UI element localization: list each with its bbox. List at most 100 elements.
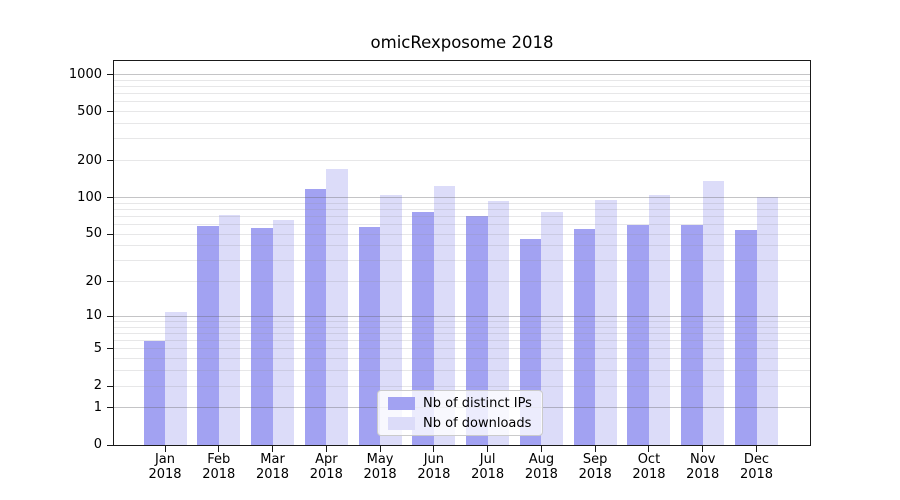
x-label-year: 2018 bbox=[686, 467, 720, 482]
bar-distinct-ips-jan bbox=[143, 340, 165, 445]
bar-downloads-nov bbox=[702, 181, 725, 445]
x-label-month: May bbox=[366, 452, 394, 467]
x-label-year: 2018 bbox=[363, 467, 397, 482]
gridline-300 bbox=[114, 138, 810, 140]
x-tick-aug bbox=[540, 446, 542, 452]
x-label-month: Sep bbox=[582, 452, 608, 467]
gridline-10 bbox=[114, 315, 810, 317]
x-label-year: 2018 bbox=[202, 467, 236, 482]
x-tick-label-oct: Oct 2018 bbox=[617, 452, 681, 482]
x-tick-dec bbox=[756, 446, 757, 452]
x-tick-label-jun: Jun 2018 bbox=[402, 452, 466, 482]
gridline-80 bbox=[114, 208, 810, 210]
x-tick-jun bbox=[433, 446, 435, 452]
bar-downloads-apr bbox=[326, 169, 348, 445]
x-tick-label-nov: Nov 2018 bbox=[671, 452, 735, 482]
x-tick-label-mar: Mar 2018 bbox=[241, 452, 305, 482]
bar-distinct-ips-dec bbox=[735, 230, 757, 445]
y-tick-2 bbox=[107, 385, 114, 387]
gridline-900 bbox=[114, 79, 810, 81]
bar-downloads-may bbox=[380, 195, 402, 445]
bar-downloads-sep bbox=[595, 200, 617, 445]
gridline-7 bbox=[114, 332, 810, 334]
gridline-20 bbox=[114, 281, 810, 283]
gridline-3 bbox=[114, 370, 810, 372]
bar-distinct-ips-feb bbox=[197, 226, 219, 445]
x-tick-label-dec: Dec 2018 bbox=[725, 452, 789, 482]
gridline-100 bbox=[114, 197, 810, 198]
gridline-30 bbox=[114, 260, 810, 262]
y-tick-20 bbox=[107, 281, 114, 283]
y-tick-label-200: 200 bbox=[77, 152, 102, 168]
bar-downloads-dec bbox=[756, 196, 778, 445]
gridline-400 bbox=[114, 123, 810, 125]
chart-title: omicRexposome 2018 bbox=[370, 33, 554, 52]
y-tick-label-500: 500 bbox=[77, 103, 102, 119]
bar-distinct-ips-mar bbox=[251, 228, 273, 445]
x-label-year: 2018 bbox=[471, 467, 505, 482]
bar-downloads-feb bbox=[218, 214, 241, 445]
x-label-month: Apr bbox=[315, 452, 338, 467]
gridline-5 bbox=[114, 348, 810, 350]
y-tick-1 bbox=[107, 407, 114, 409]
legend: Nb of distinct IPs Nb of downloads bbox=[377, 390, 543, 436]
x-label-year: 2018 bbox=[148, 467, 182, 482]
y-tick-100 bbox=[107, 197, 114, 198]
y-tick-10 bbox=[107, 315, 114, 317]
y-tick-5 bbox=[107, 348, 114, 350]
gridline-9 bbox=[114, 321, 810, 323]
y-tick-label-1: 1 bbox=[93, 399, 102, 415]
x-label-month: Jul bbox=[479, 452, 496, 467]
plot-area bbox=[113, 60, 811, 446]
x-tick-label-may: May 2018 bbox=[348, 452, 412, 482]
bar-distinct-ips-sep bbox=[573, 229, 596, 445]
x-label-year: 2018 bbox=[309, 467, 343, 482]
legend-item-distinct-ips: Nb of distinct IPs bbox=[388, 396, 534, 411]
y-tick-label-20: 20 bbox=[85, 273, 102, 289]
x-tick-feb bbox=[218, 446, 220, 452]
x-label-month: Feb bbox=[207, 452, 231, 467]
x-label-month: Dec bbox=[743, 452, 770, 467]
gridline-50 bbox=[114, 233, 810, 235]
y-tick-50 bbox=[107, 233, 114, 235]
bar-distinct-ips-jun bbox=[412, 212, 434, 445]
x-label-month: Jun bbox=[423, 452, 445, 467]
gridline-90 bbox=[114, 202, 810, 204]
x-label-month: Jan bbox=[154, 452, 176, 467]
y-tick-label-10: 10 bbox=[85, 308, 102, 324]
gridline-1000 bbox=[114, 74, 810, 76]
bar-downloads-jan bbox=[165, 311, 187, 445]
x-label-year: 2018 bbox=[739, 467, 774, 482]
x-label-year: 2018 bbox=[255, 467, 290, 482]
bar-downloads-jun bbox=[433, 186, 456, 445]
y-tick-label-0: 0 bbox=[93, 437, 102, 452]
x-tick-oct bbox=[648, 446, 650, 452]
x-label-year: 2018 bbox=[417, 467, 451, 482]
gridline-500 bbox=[114, 111, 810, 113]
legend-swatch-distinct-ips bbox=[388, 396, 415, 410]
legend-label-distinct-ips: Nb of distinct IPs bbox=[423, 395, 532, 411]
y-tick-label-50: 50 bbox=[85, 226, 102, 242]
bar-downloads-aug bbox=[541, 212, 563, 445]
gridline-800 bbox=[114, 85, 810, 87]
x-tick-label-sep: Sep 2018 bbox=[563, 452, 627, 482]
x-tick-mar bbox=[272, 446, 274, 452]
x-label-year: 2018 bbox=[632, 467, 666, 482]
y-tick-label-100: 100 bbox=[77, 189, 102, 205]
x-label-month: Aug bbox=[528, 452, 555, 467]
x-tick-apr bbox=[325, 446, 327, 452]
x-tick-label-aug: Aug 2018 bbox=[509, 452, 573, 482]
x-label-month: Mar bbox=[260, 452, 285, 467]
gridline-200 bbox=[114, 160, 810, 162]
bar-distinct-ips-may bbox=[358, 227, 381, 445]
x-label-month: Nov bbox=[690, 452, 716, 467]
x-tick-label-feb: Feb 2018 bbox=[187, 452, 251, 482]
x-tick-label-jul: Jul 2018 bbox=[456, 452, 520, 482]
y-tick-500 bbox=[107, 111, 114, 113]
x-tick-label-jan: Jan 2018 bbox=[133, 452, 197, 482]
gridline-60 bbox=[114, 224, 810, 226]
x-label-month: Oct bbox=[637, 452, 661, 467]
bar-downloads-oct bbox=[648, 194, 671, 445]
gridline-8 bbox=[114, 326, 810, 328]
x-label-year: 2018 bbox=[578, 467, 612, 482]
